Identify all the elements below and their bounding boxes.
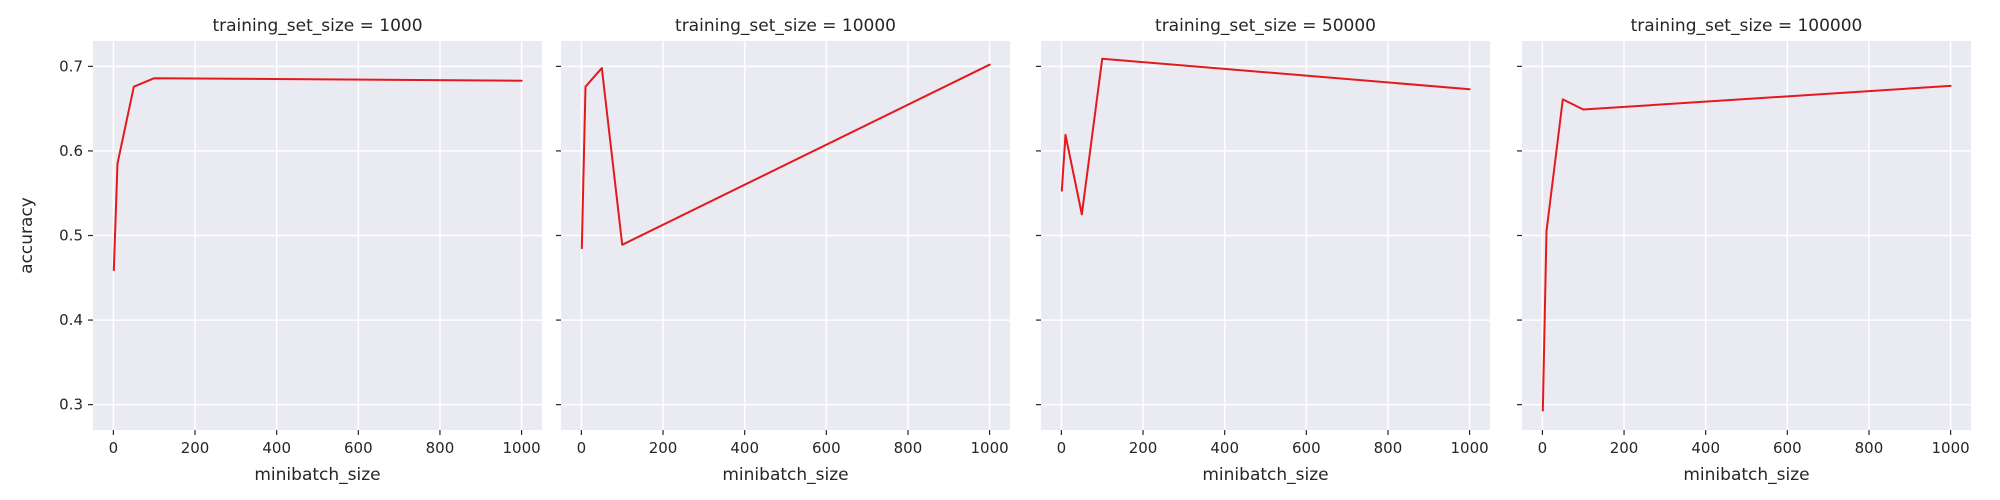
x-tick-label: 1000 bbox=[1931, 439, 1969, 457]
facet-panel: 0 200 400 600 800 1000 training_set_size = 100… bbox=[1517, 16, 1971, 485]
x-tick-label: 1000 bbox=[502, 439, 540, 457]
x-tick-label: 1000 bbox=[970, 439, 1008, 457]
x-axis-label: minibatch_size bbox=[1683, 465, 1809, 485]
x-tick-label: 600 bbox=[1773, 439, 1802, 457]
x-tick-label: 800 bbox=[1855, 439, 1884, 457]
panel-title: training_set_size = 50000 bbox=[1155, 16, 1376, 36]
x-tick-label: 200 bbox=[1129, 439, 1158, 457]
y-tick-label: 0.7 bbox=[59, 57, 83, 75]
series-line bbox=[112, 77, 523, 272]
x-tick-label: 400 bbox=[1691, 439, 1720, 457]
panel-title: training_set_size = 100000 bbox=[1631, 16, 1863, 36]
series-line bbox=[580, 63, 991, 250]
x-tick-label: 0 bbox=[1057, 439, 1067, 457]
x-tick-label: 0 bbox=[109, 439, 119, 457]
facet-panel: 0 200 400 600 800 1000 training_set_size = 100… bbox=[556, 16, 1010, 485]
y-axis-label: accuracy bbox=[17, 197, 37, 274]
x-tick-label: 600 bbox=[1292, 439, 1321, 457]
series-line bbox=[1541, 84, 1952, 412]
x-tick-label: 400 bbox=[262, 439, 291, 457]
x-axis-label: minibatch_size bbox=[1202, 465, 1328, 485]
x-tick-label: 800 bbox=[1374, 439, 1403, 457]
y-tick-label: 0.6 bbox=[59, 142, 83, 160]
y-tick-label: 0.5 bbox=[59, 227, 83, 245]
x-tick-label: 200 bbox=[649, 439, 678, 457]
x-tick-label: 400 bbox=[730, 439, 759, 457]
panel-title: training_set_size = 1000 bbox=[212, 16, 422, 36]
x-tick-label: 600 bbox=[812, 439, 841, 457]
facet-panel: 0 200 400 600 800 1000 training_set_size = 100… bbox=[88, 16, 542, 485]
series-line bbox=[1060, 57, 1471, 216]
x-axis-label: minibatch_size bbox=[254, 465, 380, 485]
x-tick-label: 0 bbox=[1538, 439, 1548, 457]
y-tick-label: 0.3 bbox=[59, 396, 83, 414]
x-tick-label: 800 bbox=[894, 439, 923, 457]
x-axis-label: minibatch_size bbox=[722, 465, 848, 485]
x-tick-label: 400 bbox=[1210, 439, 1239, 457]
panel-title: training_set_size = 10000 bbox=[675, 16, 896, 36]
x-tick-label: 1000 bbox=[1450, 439, 1488, 457]
y-tick-label: 0.4 bbox=[59, 311, 83, 329]
x-tick-label: 200 bbox=[181, 439, 210, 457]
x-tick-label: 0 bbox=[577, 439, 587, 457]
x-tick-label: 600 bbox=[344, 439, 373, 457]
facet-panel: 0 200 400 600 800 1000 training_set_size = 500… bbox=[1036, 16, 1490, 485]
x-tick-label: 200 bbox=[1610, 439, 1639, 457]
x-tick-label: 800 bbox=[426, 439, 455, 457]
